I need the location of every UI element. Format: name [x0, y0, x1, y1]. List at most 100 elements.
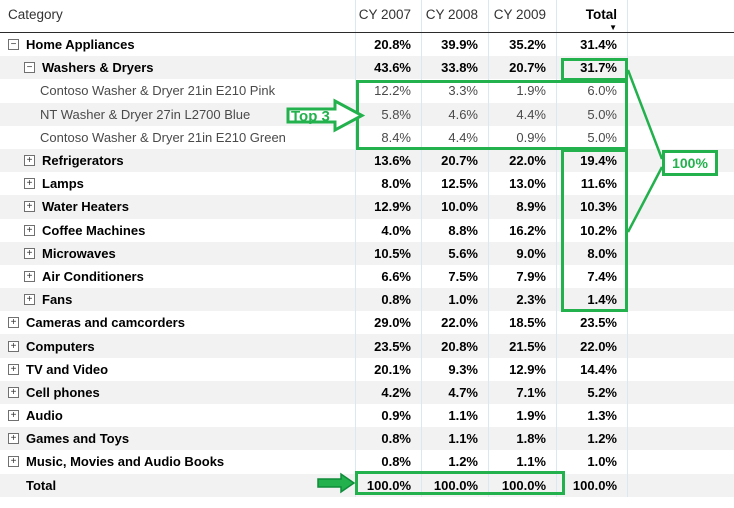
expand-icon[interactable]: + [24, 294, 35, 306]
row-label[interactable]: Microwaves [42, 245, 116, 261]
value-cell[interactable]: 1.2% [556, 427, 628, 451]
value-cell[interactable]: 20.7% [421, 148, 488, 173]
value-cell[interactable]: 16.2% [488, 218, 556, 242]
value-cell[interactable]: 4.0% [355, 218, 421, 242]
expand-icon[interactable]: + [24, 155, 35, 167]
table-row[interactable]: + Cameras and camcorders 29.0% 22.0% 18.5% 23… [0, 311, 734, 335]
value-cell[interactable]: 7.1% [488, 380, 556, 404]
table-row[interactable]: NT Washer & Dryer 27in L2700 Blue 5.8% 4.6… [0, 102, 734, 126]
value-cell[interactable]: 4.4% [421, 125, 488, 149]
value-cell[interactable]: 23.5% [355, 334, 421, 358]
value-cell[interactable]: 35.2% [488, 33, 556, 57]
value-cell[interactable]: 1.1% [421, 404, 488, 428]
row-label[interactable]: Cell phones [26, 384, 100, 400]
row-label[interactable]: Contoso Washer & Dryer 21in E210 Green [40, 129, 286, 145]
table-row[interactable]: + Music, Movies and Audio Books 0.8% 1.2% 1.… [0, 450, 734, 474]
value-cell[interactable]: 1.0% [421, 288, 488, 312]
value-cell[interactable]: 4.2% [355, 380, 421, 404]
row-label[interactable]: NT Washer & Dryer 27in L2700 Blue [40, 106, 251, 122]
expand-icon[interactable]: + [24, 270, 35, 282]
value-cell[interactable]: 31.4% [556, 33, 628, 57]
value-cell[interactable]: 7.4% [556, 264, 628, 289]
collapse-icon[interactable]: − [8, 39, 19, 51]
table-row[interactable]: − Home Appliances 20.8% 39.9% 35.2% 31.4% [0, 33, 734, 57]
value-cell[interactable]: 5.2% [556, 380, 628, 404]
expand-icon[interactable]: + [24, 201, 35, 213]
value-cell[interactable]: 14.4% [556, 357, 628, 381]
value-cell[interactable]: 100.0% [421, 473, 488, 497]
row-label[interactable]: Coffee Machines [42, 222, 146, 238]
value-cell[interactable]: 12.5% [421, 172, 488, 196]
value-cell[interactable]: 13.0% [488, 172, 556, 196]
row-label[interactable]: Home Appliances [26, 37, 135, 53]
value-cell[interactable]: 10.3% [556, 195, 628, 219]
value-cell[interactable]: 22.0% [488, 148, 556, 173]
value-cell[interactable]: 1.3% [556, 404, 628, 428]
value-cell[interactable]: 10.2% [556, 218, 628, 242]
value-cell[interactable]: 19.4% [556, 148, 628, 173]
value-cell[interactable]: 8.0% [355, 172, 421, 196]
value-cell[interactable]: 12.9% [488, 357, 556, 381]
table-row[interactable]: + TV and Video 20.1% 9.3% 12.9% 14.4% [0, 357, 734, 381]
value-cell[interactable]: 7.5% [421, 264, 488, 289]
value-cell[interactable]: 1.0% [556, 450, 628, 474]
expand-icon[interactable]: + [8, 410, 19, 422]
value-cell[interactable]: 4.7% [421, 380, 488, 404]
value-cell[interactable]: 6.0% [556, 79, 628, 103]
value-cell[interactable]: 8.9% [488, 195, 556, 219]
value-cell[interactable]: 1.8% [488, 427, 556, 451]
value-cell[interactable]: 29.0% [355, 311, 421, 335]
value-cell[interactable]: 1.4% [556, 288, 628, 312]
value-cell[interactable]: 100.0% [556, 473, 628, 497]
table-row[interactable]: + Audio 0.9% 1.1% 1.9% 1.3% [0, 404, 734, 428]
value-cell[interactable]: 0.9% [488, 125, 556, 149]
value-cell[interactable]: 1.9% [488, 404, 556, 428]
value-cell[interactable]: 18.5% [488, 311, 556, 335]
value-cell[interactable]: 12.2% [355, 79, 421, 103]
row-label[interactable]: Fans [42, 292, 73, 308]
value-cell[interactable]: 21.5% [488, 334, 556, 358]
row-label[interactable]: Music, Movies and Audio Books [26, 454, 225, 470]
expand-icon[interactable]: + [8, 363, 19, 375]
value-cell[interactable]: 23.5% [556, 311, 628, 335]
value-cell[interactable]: 0.9% [355, 404, 421, 428]
row-label[interactable]: Lamps [42, 176, 84, 192]
value-cell[interactable]: 8.8% [421, 218, 488, 242]
value-cell[interactable]: 22.0% [556, 334, 628, 358]
value-cell[interactable]: 7.9% [488, 264, 556, 289]
table-row[interactable]: + Air Conditioners 6.6% 7.5% 7.9% 7.4% [0, 264, 734, 289]
table-row[interactable]: + Coffee Machines 4.0% 8.8% 16.2% 10.2% [0, 218, 734, 242]
collapse-icon[interactable]: − [24, 62, 35, 74]
value-cell[interactable]: 2.3% [488, 288, 556, 312]
value-cell[interactable]: 10.5% [355, 241, 421, 265]
value-cell[interactable]: 20.1% [355, 357, 421, 381]
table-row[interactable]: + Refrigerators 13.6% 20.7% 22.0% 19.4% [0, 148, 734, 173]
row-label[interactable]: Refrigerators [42, 153, 124, 169]
cy2007-column-header[interactable]: CY 2007 [355, 0, 421, 32]
value-cell[interactable]: 0.8% [355, 427, 421, 451]
value-cell[interactable]: 6.6% [355, 264, 421, 289]
table-row[interactable]: Contoso Washer & Dryer 21in E210 Green 8.… [0, 125, 734, 149]
value-cell[interactable]: 5.8% [355, 102, 421, 126]
value-cell[interactable]: 10.0% [421, 195, 488, 219]
value-cell[interactable]: 100.0% [355, 473, 421, 497]
row-label[interactable]: Contoso Washer & Dryer 21in E210 Pink [40, 83, 276, 99]
cy2008-column-header[interactable]: CY 2008 [421, 0, 488, 32]
value-cell[interactable]: 9.3% [421, 357, 488, 381]
value-cell[interactable]: 33.8% [421, 56, 488, 80]
value-cell[interactable]: 43.6% [355, 56, 421, 80]
table-row[interactable]: Total 100.0% 100.0% 100.0% 100.0% [0, 473, 734, 497]
row-label[interactable]: Washers & Dryers [42, 60, 154, 76]
table-row[interactable]: + Games and Toys 0.8% 1.1% 1.8% 1.2% [0, 427, 734, 451]
table-row[interactable]: + Fans 0.8% 1.0% 2.3% 1.4% [0, 288, 734, 312]
value-cell[interactable]: 20.8% [355, 33, 421, 57]
expand-icon[interactable]: + [8, 317, 19, 329]
expand-icon[interactable]: + [24, 247, 35, 259]
value-cell[interactable]: 3.3% [421, 79, 488, 103]
expand-icon[interactable]: + [8, 340, 19, 352]
row-label[interactable]: Water Heaters [42, 199, 129, 215]
value-cell[interactable]: 1.9% [488, 79, 556, 103]
expand-icon[interactable]: + [24, 224, 35, 236]
value-cell[interactable]: 100.0% [488, 473, 556, 497]
value-cell[interactable]: 0.8% [355, 288, 421, 312]
